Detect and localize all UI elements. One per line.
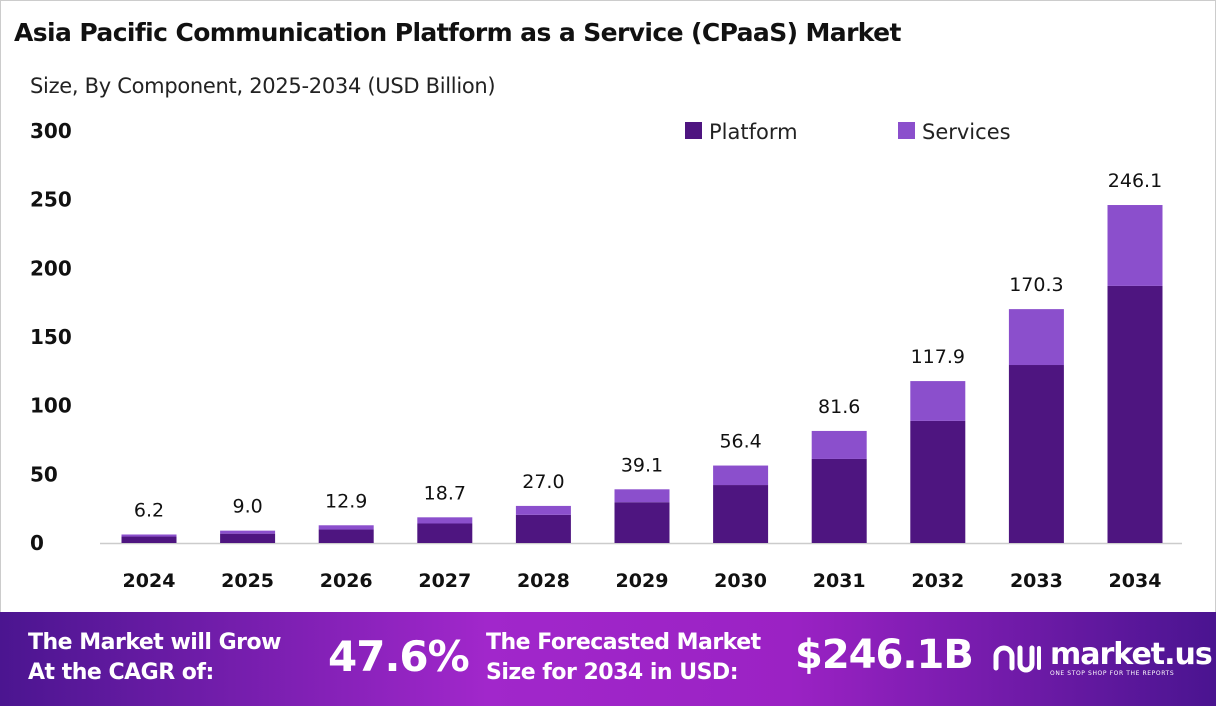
- bar-platform-2031: [811, 458, 867, 543]
- bar-services-2028: [515, 505, 571, 515]
- x-tick-label: 2033: [1010, 570, 1063, 592]
- bar-services-2029: [614, 489, 670, 503]
- cagr-label-line2: At the CAGR of:: [28, 660, 214, 685]
- data-label-total: 27.0: [522, 471, 564, 493]
- y-tick-label: 200: [30, 256, 72, 280]
- bar-services-2027: [417, 517, 473, 524]
- bar-platform-2025: [220, 533, 276, 543]
- x-tick-label: 2026: [320, 570, 373, 592]
- data-label-total: 81.6: [818, 396, 860, 418]
- bar-services-2033: [1008, 309, 1064, 366]
- data-label-total: 9.0: [232, 496, 262, 518]
- x-tick-label: 2028: [517, 570, 570, 592]
- x-tick-label: 2027: [418, 570, 471, 592]
- bar-platform-2026: [318, 529, 374, 543]
- bar-platform-2032: [910, 420, 966, 543]
- x-tick-label: 2030: [714, 570, 767, 592]
- chart-title: Asia Pacific Communication Platform as a…: [14, 18, 901, 47]
- y-tick-label: 0: [30, 531, 44, 555]
- bar-platform-2028: [515, 514, 571, 543]
- bar-platform-2029: [614, 502, 670, 543]
- forecast-label-line1: The Forecasted Market: [486, 630, 761, 655]
- footer-banner: The Market will Grow At the CAGR of: 47.…: [0, 612, 1216, 706]
- y-tick-label: 50: [30, 462, 58, 486]
- logo-name: market.us: [1050, 636, 1213, 672]
- bar-platform-2033: [1008, 365, 1064, 543]
- cagr-label: The Market will Grow At the CAGR of:: [28, 628, 281, 688]
- bar-platform-2034: [1107, 285, 1163, 543]
- x-tick-label: 2024: [123, 570, 176, 592]
- chart-subtitle: Size, By Component, 2025-2034 (USD Billi…: [30, 74, 496, 98]
- forecast-value: $246.1B: [795, 632, 974, 678]
- market-us-logo: market.us ONE STOP SHOP FOR THE REPORTS: [992, 636, 1213, 678]
- data-label-total: 117.9: [911, 346, 965, 368]
- x-tick-label: 2034: [1109, 570, 1162, 592]
- x-tick-label: 2025: [221, 570, 274, 592]
- bar-services-2025: [220, 530, 276, 534]
- bar-services-2032: [910, 381, 966, 421]
- logo-mark-icon: [993, 645, 1041, 673]
- legend-label-services: Services: [922, 120, 1011, 144]
- y-tick-label: 150: [30, 325, 72, 349]
- bar-platform-2024: [121, 536, 177, 543]
- bar-services-2026: [318, 525, 374, 530]
- y-tick-label: 300: [30, 119, 72, 143]
- bar-services-2034: [1107, 205, 1163, 286]
- legend-swatch-services: [898, 122, 915, 139]
- data-label-total: 18.7: [424, 482, 466, 504]
- forecast-label: The Forecasted Market Size for 2034 in U…: [486, 628, 761, 688]
- legend-swatch-platform: [685, 122, 702, 139]
- bar-platform-2030: [713, 485, 769, 543]
- forecast-label-line2: Size for 2034 in USD:: [486, 660, 738, 685]
- y-tick-label: 250: [30, 188, 72, 212]
- data-label-total: 12.9: [325, 490, 367, 512]
- cagr-label-line1: The Market will Grow: [28, 630, 281, 655]
- legend-label-platform: Platform: [709, 120, 798, 144]
- y-tick-label: 100: [30, 394, 72, 418]
- bar-services-2030: [713, 465, 769, 486]
- x-tick-label: 2032: [911, 570, 964, 592]
- cagr-value: 47.6%: [328, 632, 470, 681]
- x-tick-label: 2029: [616, 570, 669, 592]
- bar-services-2031: [811, 430, 867, 459]
- data-label-total: 170.3: [1009, 274, 1063, 296]
- data-label-total: 6.2: [134, 499, 164, 521]
- data-label-total: 39.1: [621, 454, 663, 476]
- stacked-bar-chart: 0 50 100 150 200 250 300 6.2 2024 9.0 2025 12.9 2026…: [30, 119, 1182, 592]
- bar-platform-2027: [417, 523, 473, 543]
- bar-services-2024: [121, 534, 177, 537]
- logo-tagline: ONE STOP SHOP FOR THE REPORTS: [1050, 669, 1175, 677]
- data-label-total: 56.4: [719, 431, 761, 453]
- data-label-total: 246.1: [1108, 170, 1162, 192]
- x-tick-label: 2031: [813, 570, 866, 592]
